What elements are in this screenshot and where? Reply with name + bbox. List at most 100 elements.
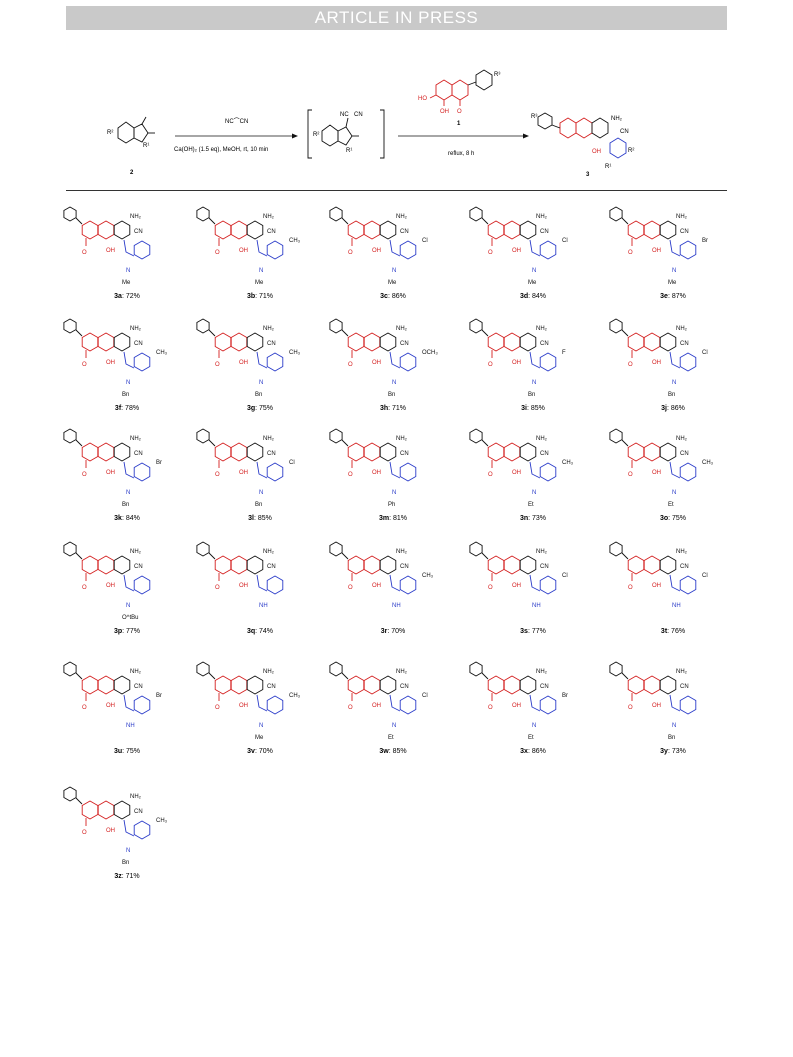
n-substituent-label: Bn xyxy=(122,392,129,398)
nh2-label: NH₂ xyxy=(263,326,275,332)
compound-label: 3k: 84% xyxy=(52,515,202,522)
structure-3i: NH₂ CN O OH F N Bn xyxy=(469,318,566,398)
nh2-label: NH₂ xyxy=(130,669,142,675)
product-3s: NH₂ CN O OH Cl NH 3s: 77% xyxy=(458,535,608,643)
substituent-label: CH₃ xyxy=(422,573,434,579)
n-label: N xyxy=(126,848,130,854)
nh2-label: NH₂ xyxy=(536,326,548,332)
compound-label: 3l: 85% xyxy=(185,515,335,522)
n-substituent-label: Bn xyxy=(122,860,129,866)
intermediate-r1: R¹ xyxy=(346,148,352,154)
yield-value: : 85% xyxy=(526,405,545,412)
carbonyl-label: O xyxy=(348,362,353,368)
compound-label: 3s: 77% xyxy=(458,628,608,635)
oh-label: OH xyxy=(512,248,521,254)
substituent-label: Cl xyxy=(702,350,708,356)
yield-value: : 86% xyxy=(527,748,546,755)
n-substituent-label: Me xyxy=(255,280,264,286)
substituent-label: Br xyxy=(562,693,568,699)
compound-id: 3b xyxy=(246,293,256,300)
product-3-structure xyxy=(537,112,627,159)
compound-label: 3v: 70% xyxy=(185,748,335,755)
n-label: NH xyxy=(672,603,681,609)
oh-label: OH xyxy=(372,583,381,589)
yield-value: : 81% xyxy=(389,515,408,522)
yield-value: : 74% xyxy=(255,628,274,635)
n-label: N xyxy=(672,380,676,386)
structure-3n: NH₂ CN O OH CH₃ N Et xyxy=(469,428,574,508)
substituent-label: Br xyxy=(156,693,162,699)
carbonyl-label: O xyxy=(82,705,87,711)
yield-value: : 73% xyxy=(528,515,547,522)
oh-label: OH xyxy=(652,583,661,589)
arrowhead-2 xyxy=(523,133,529,139)
isatin-structure xyxy=(117,116,155,144)
oh-label: OH xyxy=(372,248,381,254)
n-substituent-label: Bn xyxy=(668,392,675,398)
product-3r: NH₂ CN O OH CH₃ NH 3r: 70% xyxy=(318,535,468,643)
yield-value: : 75% xyxy=(255,405,274,412)
cn-label: CN xyxy=(134,564,143,570)
yield-value: : 75% xyxy=(668,515,687,522)
n-label: N xyxy=(532,723,536,729)
yield-value: : 77% xyxy=(527,628,546,635)
structure-3k: NH₂ CN O OH Br N Bn xyxy=(63,428,162,508)
product-3e: NH₂ CN O OH Br N Me 3e: 87% xyxy=(598,200,748,308)
product-3g: NH₂ CN O OH CH₃ N Bn 3g: 75% xyxy=(185,312,335,420)
cn-label: CN xyxy=(267,229,276,235)
intermediate-structure xyxy=(307,109,385,159)
cn-label: CN xyxy=(400,451,409,457)
structure-3m: NH₂ CN O OH N Ph xyxy=(329,428,417,508)
oh-label: OH xyxy=(372,470,381,476)
carbonyl-label: O xyxy=(82,250,87,256)
cn-label: CN xyxy=(680,229,689,235)
oh-label: OH xyxy=(512,583,521,589)
structure-3p: NH₂ CN O OH N O^tBu xyxy=(63,541,151,621)
compound-id: 3k xyxy=(114,515,122,522)
oh-label: OH xyxy=(106,828,115,834)
nh2-label: NH₂ xyxy=(263,549,275,555)
product-3y: NH₂ CN O OH N Bn 3y: 73% xyxy=(598,655,748,763)
compound-label: 3p: 77% xyxy=(52,628,202,635)
n-substituent-label: Bn xyxy=(528,392,535,398)
nh2-label: NH₂ xyxy=(676,214,688,220)
n-label: N xyxy=(532,380,536,386)
substituent-label: CH₃ xyxy=(289,238,301,244)
n-substituent-label: Me xyxy=(388,280,397,286)
n-substituent-label: Et xyxy=(668,502,674,508)
substituent-label: Cl xyxy=(289,460,295,466)
nh2-label: NH₂ xyxy=(130,794,142,800)
oh-label: OH xyxy=(652,248,661,254)
structure-3q: NH₂ CN O OH NH xyxy=(196,541,284,609)
nh2-label: NH₂ xyxy=(676,326,688,332)
compound-id: 3t xyxy=(660,628,668,635)
product-3b: NH₂ CN O OH CH₃ N Me 3b: 71% xyxy=(185,200,335,308)
yield-value: : 86% xyxy=(387,293,406,300)
compound-id: 3u xyxy=(113,748,123,755)
substituent-label: Br xyxy=(156,460,162,466)
yield-value: : 76% xyxy=(667,628,686,635)
yield-value: : 71% xyxy=(388,405,407,412)
structure-3t: NH₂ CN O OH Cl NH xyxy=(609,541,708,609)
substituent-label: Br xyxy=(702,238,708,244)
carbonyl-label: O xyxy=(488,362,493,368)
n-substituent-label: Me xyxy=(255,735,264,741)
nh2-label: NH₂ xyxy=(130,436,142,442)
structure-3s: NH₂ CN O OH Cl NH xyxy=(469,541,568,609)
r3-phenyl xyxy=(467,69,493,91)
nh2-label: NH₂ xyxy=(676,669,688,675)
n-label: N xyxy=(126,380,130,386)
carbonyl-label: O xyxy=(82,830,87,836)
product-3f: NH₂ CN O OH CH₃ N Bn 3f: 78% xyxy=(52,312,202,420)
compound-id: 3n xyxy=(519,515,529,522)
compound-id: 3h xyxy=(379,405,389,412)
cn-label: CN xyxy=(134,229,143,235)
yield-value: : 72% xyxy=(121,293,140,300)
product-3w: NH₂ CN O OH Cl N Et 3w: 85% xyxy=(318,655,468,763)
product-3z: NH₂ CN O OH CH₃ N Bn 3z: 71% xyxy=(52,780,202,888)
compound-label: 3o: 75% xyxy=(598,515,748,522)
n-substituent-label: Bn xyxy=(255,392,262,398)
conditions-1: Ca(OH)₂ (1.5 eq), MeOH, rt, 10 min xyxy=(174,147,268,153)
yield-value: : 71% xyxy=(121,873,140,880)
product-r3: R³ xyxy=(531,114,537,120)
